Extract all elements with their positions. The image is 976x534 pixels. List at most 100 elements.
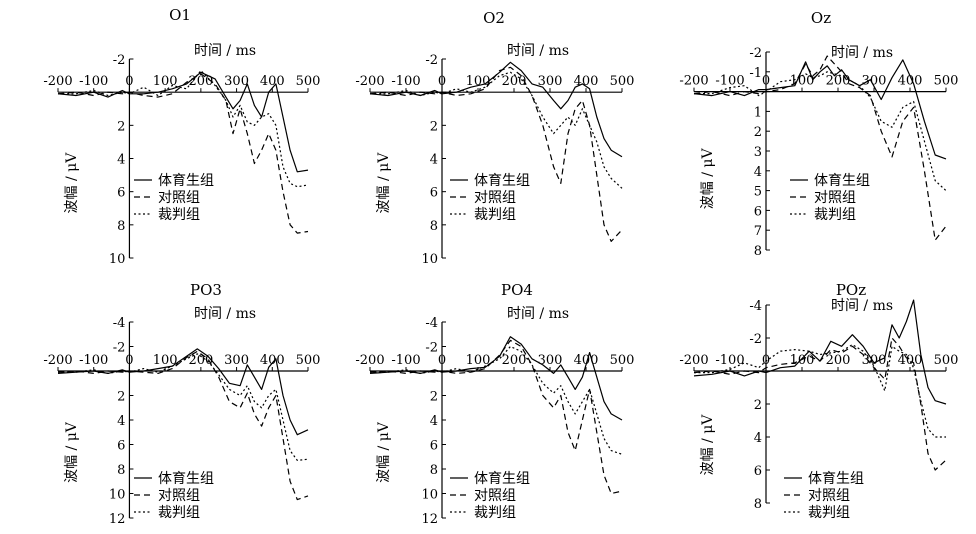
x-tick-label: 500 <box>610 74 635 89</box>
y-tick-label: 8 <box>754 244 762 259</box>
chart-title: PO4 <box>501 281 533 299</box>
y-tick-label: 8 <box>430 463 438 478</box>
series-line-solid <box>57 71 309 173</box>
y-tick-label: 4 <box>754 165 762 180</box>
series-line-dotted <box>370 345 623 455</box>
y-tick-label: 7 <box>754 224 762 239</box>
x-tick-label: 200 <box>502 74 527 89</box>
legend-label: 裁判组 <box>814 207 856 223</box>
x-axis-label: 时间 / ms <box>194 306 256 322</box>
legend-label: 体育生组 <box>814 173 870 189</box>
x-tick-label: 300 <box>862 353 887 368</box>
y-tick-label: -1 <box>749 66 762 81</box>
x-tick-label: -200 <box>355 74 384 89</box>
x-axis-label: 时间 / ms <box>507 43 569 59</box>
x-tick-label: 200 <box>826 353 851 368</box>
chart-panel-o2: O2-200-1000100200300400500时间 / ms-224681… <box>355 9 634 267</box>
y-tick-label: 8 <box>117 463 125 478</box>
legend-label: 裁判组 <box>158 505 200 521</box>
x-tick-label: 100 <box>153 353 178 368</box>
x-tick-label: 100 <box>466 353 491 368</box>
x-tick-label: 300 <box>538 74 563 89</box>
y-tick-label: 2 <box>430 390 438 405</box>
y-tick-label: 6 <box>117 439 125 454</box>
y-tick-label: 12 <box>109 512 126 527</box>
series-line-dashed <box>693 337 947 471</box>
x-axis-label: 时间 / ms <box>194 43 256 59</box>
series-line-dotted <box>694 71 947 192</box>
y-tick-label: 10 <box>109 488 126 503</box>
y-tick-label: 4 <box>117 153 125 168</box>
series-line-solid <box>693 59 947 160</box>
series-line-solid <box>57 348 309 436</box>
x-tick-label: 300 <box>224 353 249 368</box>
y-tick-label: 2 <box>117 119 125 134</box>
legend-label: 体育生组 <box>474 173 530 189</box>
y-tick-label: 4 <box>754 431 762 446</box>
y-tick-label: 6 <box>430 186 438 201</box>
y-tick-label: 6 <box>117 186 125 201</box>
x-tick-label: 400 <box>260 353 285 368</box>
chart-panel-o1: O1-200-1000100200300400500时间 / ms-224681… <box>43 6 320 267</box>
y-tick-label: 10 <box>109 252 126 267</box>
chart-panel-po3: PO3-200-1000100200300400500时间 / ms-4-224… <box>43 281 320 527</box>
x-tick-label: 400 <box>898 353 923 368</box>
x-tick-label: 300 <box>538 353 563 368</box>
x-tick-label: 300 <box>862 74 887 89</box>
x-tick-label: 400 <box>260 74 285 89</box>
x-tick-label: 100 <box>466 74 491 89</box>
series-line-solid <box>369 61 623 158</box>
y-tick-label: 3 <box>754 145 762 160</box>
x-tick-label: -100 <box>715 353 744 368</box>
series-line-dashed <box>57 73 309 234</box>
chart-title: POz <box>836 281 866 299</box>
x-tick-label: 400 <box>574 353 599 368</box>
x-tick-label: -100 <box>391 74 420 89</box>
legend-label: 裁判组 <box>158 207 200 223</box>
y-tick-label: -4 <box>425 316 438 331</box>
x-tick-label: -200 <box>355 353 384 368</box>
chart-panel-oz: Oz-200-1000100200300400500时间 / ms-2-1123… <box>679 9 958 259</box>
series-line-dotted <box>370 71 623 189</box>
legend-label: 体育生组 <box>158 173 214 189</box>
y-tick-label: 2 <box>430 119 438 134</box>
x-tick-label: -200 <box>679 74 708 89</box>
y-tick-label: 2 <box>754 398 762 413</box>
y-tick-label: -4 <box>113 316 126 331</box>
y-axis-label: 波幅 / μV <box>376 421 392 483</box>
legend-label: 对照组 <box>158 190 200 206</box>
y-tick-label: 4 <box>430 153 438 168</box>
series-line-dashed <box>693 55 947 241</box>
legend-label: 体育生组 <box>474 471 530 487</box>
y-axis-label: 波幅 / μV <box>64 421 80 483</box>
y-axis-label: 波幅 / μV <box>376 152 392 214</box>
y-tick-label: 10 <box>421 488 438 503</box>
legend-label: 对照组 <box>474 190 516 206</box>
x-tick-label: 500 <box>934 353 959 368</box>
y-tick-label: 12 <box>421 512 438 527</box>
series-line-solid <box>369 336 623 421</box>
y-axis-label: 波幅 / μV <box>64 152 80 214</box>
legend-label: 对照组 <box>474 488 516 504</box>
legend-label: 对照组 <box>814 190 856 206</box>
chart-panel-poz: POz-200-1000100200300400500时间 / ms-4-224… <box>679 281 958 521</box>
y-tick-label: 8 <box>430 219 438 234</box>
y-tick-label: 6 <box>754 464 762 479</box>
x-tick-label: 500 <box>934 74 959 89</box>
y-tick-label: 6 <box>754 204 762 219</box>
x-axis-label: 时间 / ms <box>507 306 569 322</box>
x-tick-label: 200 <box>502 353 527 368</box>
y-tick-label: 8 <box>754 497 762 512</box>
y-tick-label: 5 <box>754 185 762 200</box>
chart-title: O1 <box>169 6 191 24</box>
x-tick-label: -200 <box>43 353 72 368</box>
x-tick-label: -200 <box>43 74 72 89</box>
x-tick-label: 400 <box>898 74 923 89</box>
y-tick-label: 6 <box>430 439 438 454</box>
y-tick-label: -2 <box>425 341 438 356</box>
x-axis-label: 时间 / ms <box>831 298 893 314</box>
x-tick-label: 500 <box>296 74 321 89</box>
series-line-dotted <box>58 70 309 188</box>
x-tick-label: -100 <box>79 74 108 89</box>
